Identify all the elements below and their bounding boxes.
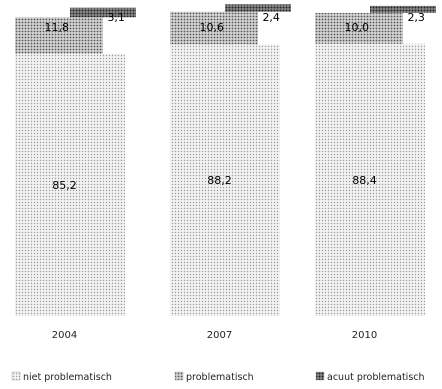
legend-label-acuut-problematisch: acuut problematisch bbox=[327, 372, 425, 383]
bar-niet-problematisch-2004 bbox=[15, 53, 125, 317]
bar-acuut-problematisch-2004 bbox=[70, 7, 136, 18]
value-label-acuut-problematisch-2010: 2,3 bbox=[407, 11, 425, 24]
x-tick-label-2010: 2010 bbox=[352, 330, 377, 341]
legend: niet problematisch problematisch acuut pro… bbox=[11, 371, 425, 383]
legend-label-problematisch: problematisch bbox=[186, 372, 254, 383]
legend-swatch-niet-problematisch bbox=[11, 371, 21, 381]
value-label-problematisch-2010: 10,0 bbox=[345, 21, 370, 34]
legend-swatch-acuut-problematisch bbox=[315, 371, 325, 381]
value-label-niet-problematisch-2004: 85,2 bbox=[52, 179, 77, 192]
bar-niet-problematisch-2007 bbox=[170, 44, 280, 317]
value-label-acuut-problematisch-2004: 3,1 bbox=[107, 11, 125, 24]
value-labels: 85,2 11,8 3,1 88,2 10,6 2,4 88,4 10,0 2,3 bbox=[45, 11, 425, 192]
bar-acuut-problematisch-2010 bbox=[370, 5, 436, 13]
x-axis-labels: 2004 2007 2010 bbox=[52, 330, 377, 341]
value-label-acuut-problematisch-2007: 2,4 bbox=[262, 11, 280, 24]
value-label-problematisch-2004: 11,8 bbox=[45, 21, 70, 34]
x-tick-label-2007: 2007 bbox=[207, 330, 232, 341]
value-label-niet-problematisch-2010: 88,4 bbox=[352, 174, 377, 187]
value-label-problematisch-2007: 10,6 bbox=[200, 21, 225, 34]
bar-problematisch-2007 bbox=[170, 11, 258, 45]
bar-problematisch-2010 bbox=[315, 12, 403, 44]
bar-acuut-problematisch-2007 bbox=[225, 4, 291, 12]
legend-swatch-problematisch bbox=[174, 371, 184, 381]
value-label-niet-problematisch-2007: 88,2 bbox=[207, 174, 232, 187]
bar-problematisch-2004 bbox=[15, 17, 103, 54]
x-tick-label-2004: 2004 bbox=[52, 330, 77, 341]
legend-label-niet-problematisch: niet problematisch bbox=[23, 372, 112, 383]
bars-group bbox=[15, 4, 436, 317]
bar-niet-problematisch-2010 bbox=[315, 43, 425, 317]
